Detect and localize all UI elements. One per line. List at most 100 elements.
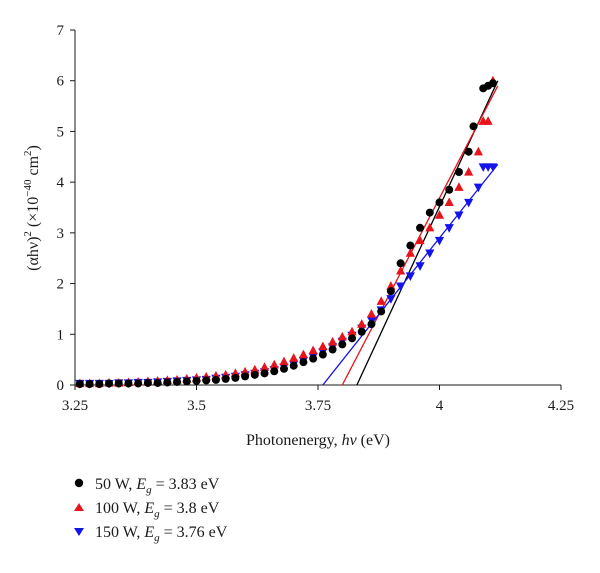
data-point-circle bbox=[348, 334, 357, 343]
data-point-circle bbox=[211, 375, 220, 384]
data-point-triangle-up bbox=[327, 336, 338, 346]
data-point-circle bbox=[367, 320, 376, 329]
data-point-circle bbox=[85, 379, 94, 388]
plot-area: 3.25 3.5 3.75 4 4.25 0 1 2 3 4 5 6 7 bbox=[57, 23, 575, 414]
data-point-circle bbox=[270, 367, 279, 376]
data-point-circle bbox=[357, 327, 366, 336]
data-point-circle bbox=[241, 372, 250, 381]
data-point-triangle-down bbox=[488, 163, 498, 172]
axis-ticks: 3.25 3.5 3.75 4 4.25 0 1 2 3 4 5 6 7 bbox=[57, 23, 575, 414]
data-point-circle bbox=[182, 377, 191, 386]
data-point-circle bbox=[435, 198, 444, 207]
data-point-circle bbox=[299, 358, 308, 367]
x-axis-label: Photonenergy, hν (eV) bbox=[246, 432, 390, 449]
data-point-circle bbox=[425, 208, 434, 217]
data-point-triangle-down bbox=[473, 183, 483, 193]
data-point-circle bbox=[309, 354, 318, 363]
data-point-circle bbox=[231, 373, 240, 382]
data-point-circle bbox=[143, 378, 152, 387]
data-point-circle bbox=[114, 379, 123, 388]
y-tick-label: 1 bbox=[57, 327, 65, 343]
legend-item-100w: 100 W, Eg = 3.8 eV bbox=[74, 500, 220, 520]
legend-item-150w: 150 W, Eg = 3.76 eV bbox=[74, 524, 228, 544]
data-point-circle bbox=[134, 379, 143, 388]
data-point-triangle-up bbox=[337, 331, 347, 341]
data-point-triangle-up bbox=[386, 281, 396, 290]
data-point-triangle-up bbox=[405, 248, 415, 257]
data-point-triangle-down bbox=[396, 282, 406, 292]
data-point-circle bbox=[153, 378, 162, 387]
data-point-circle bbox=[163, 378, 172, 387]
data-point-circle bbox=[95, 379, 104, 388]
data-point-triangle-down bbox=[464, 198, 474, 208]
data-point-triangle-up bbox=[259, 362, 270, 371]
data-point-circle bbox=[406, 241, 415, 250]
data-point-triangle-up bbox=[464, 167, 474, 176]
data-point-circle bbox=[386, 287, 395, 296]
data-point-triangle-down bbox=[415, 262, 425, 271]
data-point-triangle-down bbox=[454, 211, 464, 221]
legend: 50 W, Eg = 3.83 eV 100 W, Eg = 3.8 eV 15… bbox=[74, 476, 228, 544]
data-point-circle bbox=[445, 185, 454, 194]
y-tick-label: 6 bbox=[57, 74, 65, 90]
data-point-triangle-up bbox=[298, 349, 309, 359]
data-point-circle bbox=[328, 345, 337, 354]
data-point-circle bbox=[318, 350, 327, 359]
data-point-circle bbox=[454, 168, 463, 176]
data-point-triangle-up bbox=[425, 222, 435, 232]
data-point-triangle-up bbox=[473, 146, 483, 156]
x-tick-label: 3.25 bbox=[62, 398, 88, 414]
data-point-triangle-up bbox=[269, 359, 279, 369]
data-point-triangle-up bbox=[396, 265, 406, 275]
y-tick-label: 2 bbox=[57, 277, 65, 293]
data-point-circle bbox=[289, 361, 298, 370]
data-point-triangle-up bbox=[434, 210, 445, 219]
legend-label-100w: 100 W, Eg = 3.8 eV bbox=[95, 500, 220, 520]
y-tick-label: 5 bbox=[57, 124, 65, 140]
data-point-triangle-up bbox=[347, 326, 357, 336]
data-point-triangle-up bbox=[454, 182, 464, 191]
data-point-triangle-down bbox=[386, 295, 396, 304]
data-point-circle bbox=[377, 307, 386, 316]
data-point-triangle-down bbox=[405, 272, 415, 281]
data-point-triangle-up bbox=[279, 356, 289, 366]
legend-label-50w: 50 W, Eg = 3.83 eV bbox=[95, 476, 220, 496]
y-tick-label: 4 bbox=[57, 175, 65, 191]
data-point-circle bbox=[279, 364, 288, 373]
data-point-triangle-up bbox=[483, 116, 493, 125]
data-point-triangle-up bbox=[415, 235, 425, 245]
y-axis-label: (αhν)2 (×10−40 cm2) bbox=[22, 145, 42, 271]
data-point-circle bbox=[173, 377, 182, 386]
y-tick-label: 0 bbox=[57, 378, 65, 394]
data-point-circle bbox=[260, 369, 269, 378]
data-point-circle bbox=[192, 376, 201, 385]
data-point-circle bbox=[396, 259, 405, 268]
data-point-triangle-up bbox=[289, 353, 299, 362]
data-markers bbox=[75, 75, 498, 389]
legend-item-50w: 50 W, Eg = 3.83 eV bbox=[74, 476, 220, 496]
data-point-circle bbox=[488, 79, 497, 88]
data-point-triangle-up bbox=[318, 341, 328, 351]
data-point-circle bbox=[105, 379, 114, 388]
legend-marker-triangle-down bbox=[74, 528, 84, 536]
legend-label-150w: 150 W, Eg = 3.76 eV bbox=[95, 524, 228, 544]
data-point-circle bbox=[469, 122, 478, 131]
data-point-triangle-down bbox=[444, 224, 454, 233]
data-point-triangle-up bbox=[366, 309, 377, 318]
data-point-triangle-up bbox=[376, 296, 386, 305]
data-point-circle bbox=[124, 379, 133, 388]
data-point-circle bbox=[464, 147, 473, 156]
x-tick-label: 3.75 bbox=[305, 398, 331, 414]
legend-marker-triangle-up bbox=[74, 503, 84, 511]
x-tick-label: 4 bbox=[436, 398, 444, 414]
y-tick-label: 3 bbox=[57, 226, 65, 242]
data-point-circle bbox=[416, 223, 425, 232]
data-point-triangle-down bbox=[434, 236, 445, 246]
x-tick-label: 3.5 bbox=[187, 398, 206, 414]
data-point-triangle-up bbox=[250, 364, 260, 374]
data-point-circle bbox=[202, 376, 211, 385]
data-point-circle bbox=[250, 370, 259, 379]
legend-marker-circle bbox=[74, 478, 84, 488]
fit-line-1 bbox=[341, 85, 499, 386]
